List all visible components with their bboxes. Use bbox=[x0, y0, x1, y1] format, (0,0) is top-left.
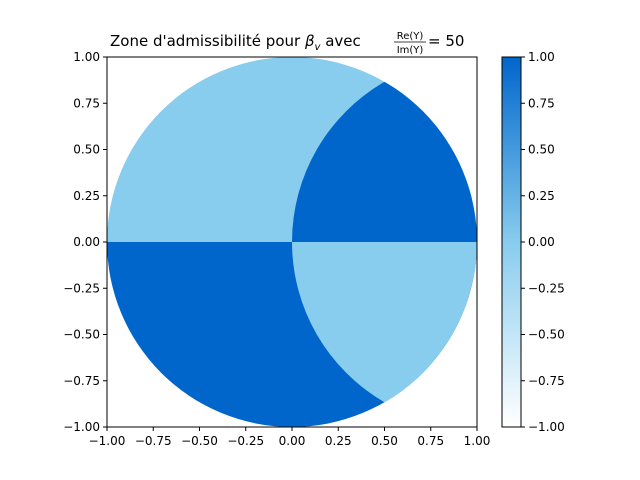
y-tick-label: −1.00 bbox=[63, 420, 100, 434]
plot-area bbox=[106, 56, 478, 428]
chart-title: Zone d'admissibilité pour βv avec bbox=[110, 32, 361, 53]
colorbar-tick-label: 0.75 bbox=[528, 96, 555, 110]
colorbar-tick-label: −0.25 bbox=[528, 281, 565, 295]
colorbar-gradient bbox=[501, 56, 522, 428]
y-tick-label: −0.50 bbox=[63, 328, 100, 342]
y-tick-label: 0.50 bbox=[73, 143, 100, 157]
x-tick-label: 0.25 bbox=[325, 434, 352, 448]
y-tick-label: 0.00 bbox=[73, 235, 100, 249]
title-beta: β bbox=[304, 32, 315, 50]
colorbar-tick-label: 0.00 bbox=[528, 235, 555, 249]
y-tick-label: 0.75 bbox=[73, 96, 100, 110]
colorbar-tick-label: −1.00 bbox=[528, 420, 565, 434]
title-avec: avec bbox=[320, 32, 360, 50]
title-suffix: = 50 bbox=[428, 32, 464, 50]
x-tick-label: 1.00 bbox=[464, 434, 491, 448]
y-axis: −1.00 −0.75 −0.50 −0.25 0.00 0.25 0.50 0.75 1.00 bbox=[63, 50, 107, 434]
x-tick-label: −1.00 bbox=[89, 434, 126, 448]
y-tick-label: −0.25 bbox=[63, 281, 100, 295]
colorbar-tick-label: 1.00 bbox=[528, 50, 555, 64]
x-tick-label: 0.00 bbox=[279, 434, 306, 448]
x-tick-label: 0.50 bbox=[371, 434, 398, 448]
x-tick-label: −0.50 bbox=[181, 434, 218, 448]
x-tick-label: 0.75 bbox=[417, 434, 444, 448]
title-prefix: Zone d'admissibilité pour bbox=[110, 32, 305, 50]
y-tick-label: 1.00 bbox=[73, 50, 100, 64]
x-tick-label: −0.25 bbox=[227, 434, 264, 448]
colorbar: 1.00 0.75 0.50 0.25 0.00 −0.25 −0.50 −0.75 −1.00 bbox=[501, 50, 565, 434]
colorbar-tick-label: 0.50 bbox=[528, 143, 555, 157]
colorbar-ticks: 1.00 0.75 0.50 0.25 0.00 −0.25 −0.50 −0.75 −1.00 bbox=[521, 50, 565, 434]
colorbar-tick-label: −0.75 bbox=[528, 374, 565, 388]
title-frac-num: Re(Y) bbox=[397, 31, 424, 42]
x-tick-label: −0.75 bbox=[135, 434, 172, 448]
colorbar-tick-label: −0.50 bbox=[528, 328, 565, 342]
title-frac-den: Im(Y) bbox=[397, 45, 424, 56]
title-beta-sub: v bbox=[315, 42, 322, 53]
y-tick-label: 0.25 bbox=[73, 189, 100, 203]
x-axis: −1.00 −0.75 −0.50 −0.25 0.00 0.25 0.50 0.75 1.00 bbox=[89, 427, 491, 448]
y-tick-label: −0.75 bbox=[63, 374, 100, 388]
colorbar-tick-label: 0.25 bbox=[528, 189, 555, 203]
